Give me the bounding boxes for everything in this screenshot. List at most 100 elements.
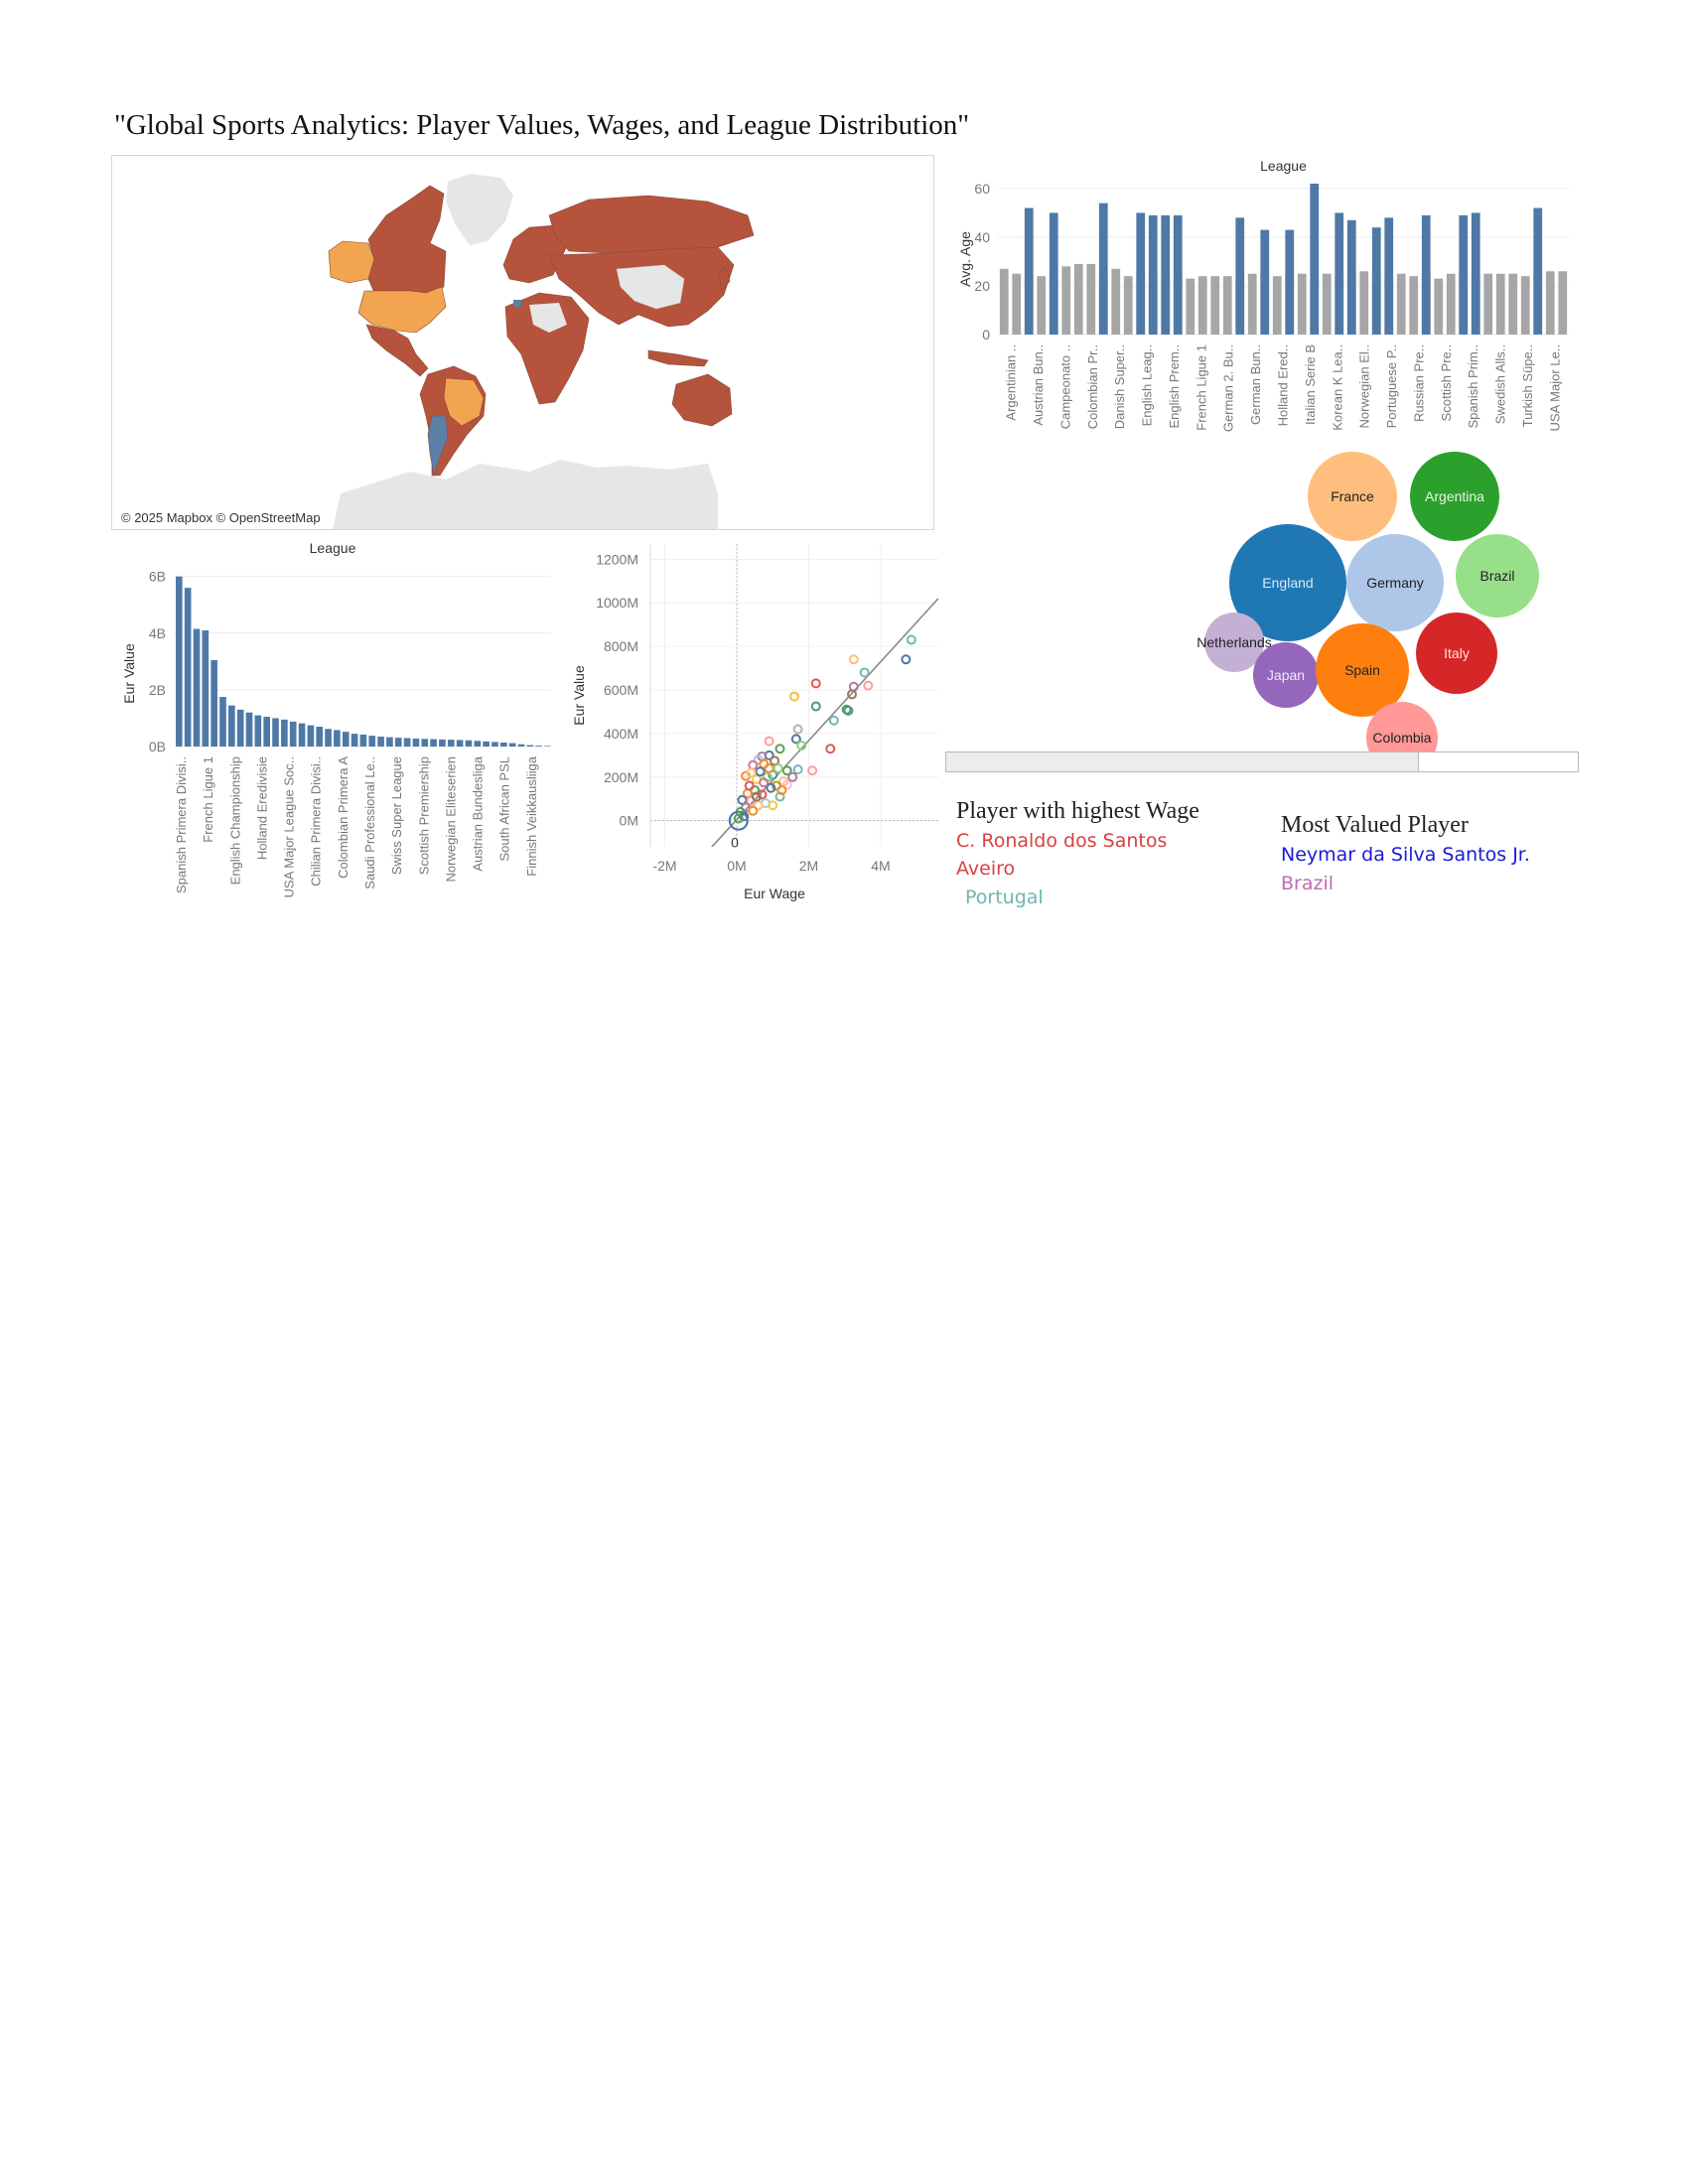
- age-bar-highlight: [1384, 217, 1394, 335]
- scatter-point: [744, 780, 755, 791]
- scatter-annotation: 0: [731, 835, 739, 851]
- bubble-germany: [1346, 534, 1444, 631]
- y-tick-label: 2B: [149, 682, 166, 698]
- x-tick-label: South African PSL: [497, 756, 512, 862]
- value-bar: [202, 629, 210, 747]
- x-tick-label: USA Major Le..: [1547, 344, 1562, 431]
- x-tick-label: Norwegian Eliteserien: [443, 756, 458, 882]
- x-tick-label: 0M: [727, 858, 746, 874]
- value-bar: [342, 732, 350, 747]
- x-tick-label: Turkish Süpe..: [1520, 344, 1535, 427]
- y-tick-label: 0: [982, 327, 990, 342]
- scatter-point-large: [728, 810, 749, 831]
- value-bar: [394, 738, 402, 747]
- scatter-point: [796, 740, 807, 751]
- scatter-point: [764, 763, 774, 774]
- age-bar-highlight: [1285, 229, 1295, 335]
- map-canada-west: [328, 240, 375, 284]
- value-bar: [517, 744, 525, 747]
- x-tick-label: 2M: [799, 858, 818, 874]
- age-bar-highlight: [1471, 212, 1480, 335]
- age-bar-highlight: [1346, 219, 1356, 335]
- y-tick-label: 1000M: [596, 595, 638, 611]
- age-bar-highlight: [1173, 214, 1183, 335]
- bubble-japan: [1253, 642, 1319, 708]
- value-bar: [526, 745, 534, 747]
- scatter-point: [810, 678, 821, 689]
- value-bar: [325, 729, 332, 747]
- horizontal-scrollbar[interactable]: [945, 751, 1579, 772]
- y-tick-label: 1200M: [596, 551, 638, 567]
- value-bar: [281, 719, 288, 747]
- x-tick-label: French Ligue 1: [201, 756, 215, 843]
- x-tick-label: Colombian Pr..: [1085, 344, 1100, 429]
- scrollbar-thumb[interactable]: [946, 752, 1419, 771]
- scatter-point: [825, 744, 836, 754]
- scatter-point: [774, 744, 785, 754]
- x-axis-label: Eur Wage: [744, 886, 805, 901]
- scatter-point: [773, 763, 783, 774]
- scatter-point: [906, 634, 916, 645]
- age-bar: [1272, 276, 1282, 335]
- value-bar: [176, 576, 183, 747]
- map-argentina: [427, 415, 449, 477]
- x-tick-label: Finnish Veikkausliiga: [524, 755, 539, 876]
- age-bar-highlight: [1148, 214, 1158, 335]
- x-tick-label: German Bun..: [1248, 344, 1263, 425]
- bubble-france: [1308, 452, 1397, 541]
- age-bar: [1123, 276, 1133, 335]
- value-bar: [421, 739, 429, 747]
- scatter-point: [789, 691, 799, 702]
- age-bar: [1508, 273, 1518, 335]
- bubble-label: England: [1262, 575, 1313, 591]
- value-bar: [377, 737, 384, 747]
- x-tick-label: Danish Super..: [1112, 344, 1127, 429]
- scatter-point: [843, 705, 854, 716]
- most-valued-player: Neymar da Silva Santos Jr.: [1281, 844, 1530, 866]
- x-tick-label: Korean K Lea..: [1330, 344, 1344, 431]
- value-bar: [535, 746, 542, 747]
- world-map[interactable]: © 2025 Mapbox © OpenStreetMap: [111, 155, 934, 530]
- age-bar: [1446, 273, 1456, 335]
- map-australia: [671, 373, 733, 427]
- bubble-label: Colombia: [1372, 730, 1431, 746]
- bubble-argentina: [1410, 452, 1499, 541]
- bubble-label: Brazil: [1479, 568, 1514, 584]
- map-antarctica: [333, 460, 718, 529]
- age-bar: [1396, 273, 1406, 335]
- y-tick-label: 40: [974, 229, 990, 245]
- map-marker: [513, 300, 521, 307]
- country-bubble-chart: France Argentina England Germany Brazil Nethe…: [1196, 452, 1539, 754]
- scatter-plot-area: [710, 598, 938, 847]
- value-bar: [492, 742, 498, 747]
- map-africa-gap: [529, 303, 567, 333]
- x-tick-label: Spanish Prim..: [1466, 344, 1480, 429]
- x-tick-label: German 2. Bu..: [1221, 344, 1236, 432]
- scatter-point: [807, 765, 818, 776]
- x-tick-label: Campeonato ..: [1057, 344, 1072, 429]
- bubble-brazil: [1456, 534, 1539, 617]
- x-tick-label: Chilian Primera Divisi..: [309, 756, 324, 887]
- bubble-label: Japan: [1267, 667, 1305, 683]
- y-tick-label: 0B: [149, 739, 166, 754]
- eur-value-chart: League 0B 2B 4B 6B Eur Value Spanish Primera D…: [121, 540, 551, 897]
- bubble-italy: [1416, 613, 1497, 694]
- map-attribution[interactable]: © 2025 Mapbox © OpenStreetMap: [119, 510, 323, 525]
- age-bar-highlight: [1533, 207, 1543, 335]
- value-bar: [236, 709, 244, 747]
- value-bar: [456, 740, 464, 747]
- value-bar: [359, 735, 367, 747]
- scatter-point: [792, 724, 803, 735]
- value-bar: [368, 736, 376, 747]
- map-mexico: [365, 324, 429, 377]
- bubble-netherlands: [1204, 613, 1264, 672]
- map-svg[interactable]: [112, 156, 933, 529]
- chart-title: League: [310, 540, 356, 556]
- x-tick-label: English Championship: [227, 756, 242, 885]
- value-bar: [439, 739, 446, 747]
- x-tick-label: Holland Eredivisie: [254, 756, 269, 860]
- age-bar-highlight: [1310, 184, 1320, 335]
- highest-wage-player-line1: C. Ronaldo dos Santos: [956, 830, 1168, 852]
- age-bar: [1545, 271, 1555, 335]
- value-bar: [245, 712, 253, 747]
